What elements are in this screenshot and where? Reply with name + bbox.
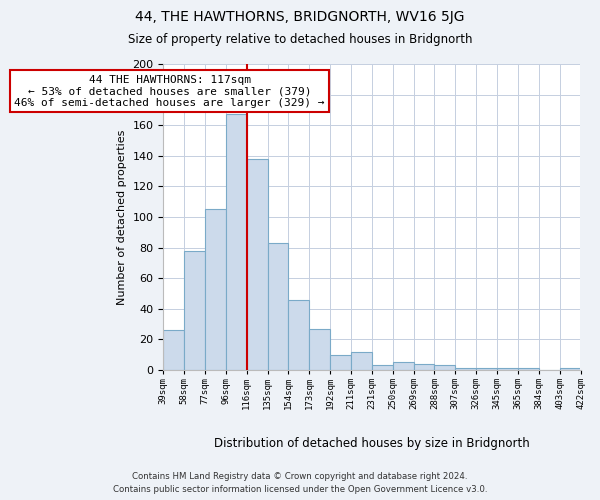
Text: Contains HM Land Registry data © Crown copyright and database right 2024.
Contai: Contains HM Land Registry data © Crown c… [113, 472, 487, 494]
Bar [205, 210, 226, 370]
Text: 44 THE HAWTHORNS: 117sqm
← 53% of detached houses are smaller (379)
46% of semi-: 44 THE HAWTHORNS: 117sqm ← 53% of detach… [14, 74, 325, 108]
Bar [476, 368, 497, 370]
Bar [226, 114, 247, 370]
Bar [163, 330, 184, 370]
Text: 44, THE HAWTHORNS, BRIDGNORTH, WV16 5JG: 44, THE HAWTHORNS, BRIDGNORTH, WV16 5JG [135, 10, 465, 24]
Y-axis label: Number of detached properties: Number of detached properties [117, 130, 127, 304]
Bar [455, 368, 476, 370]
Bar [330, 354, 351, 370]
Bar [268, 243, 289, 370]
Bar [351, 352, 372, 370]
Bar [413, 364, 434, 370]
Bar [518, 368, 539, 370]
X-axis label: Distribution of detached houses by size in Bridgnorth: Distribution of detached houses by size … [214, 437, 530, 450]
Bar [289, 300, 310, 370]
Bar [393, 362, 413, 370]
Bar [434, 366, 455, 370]
Bar [372, 366, 393, 370]
Bar [184, 250, 205, 370]
Bar [497, 368, 518, 370]
Bar [247, 159, 268, 370]
Bar [560, 368, 581, 370]
Text: Size of property relative to detached houses in Bridgnorth: Size of property relative to detached ho… [128, 32, 472, 46]
Bar [310, 328, 330, 370]
